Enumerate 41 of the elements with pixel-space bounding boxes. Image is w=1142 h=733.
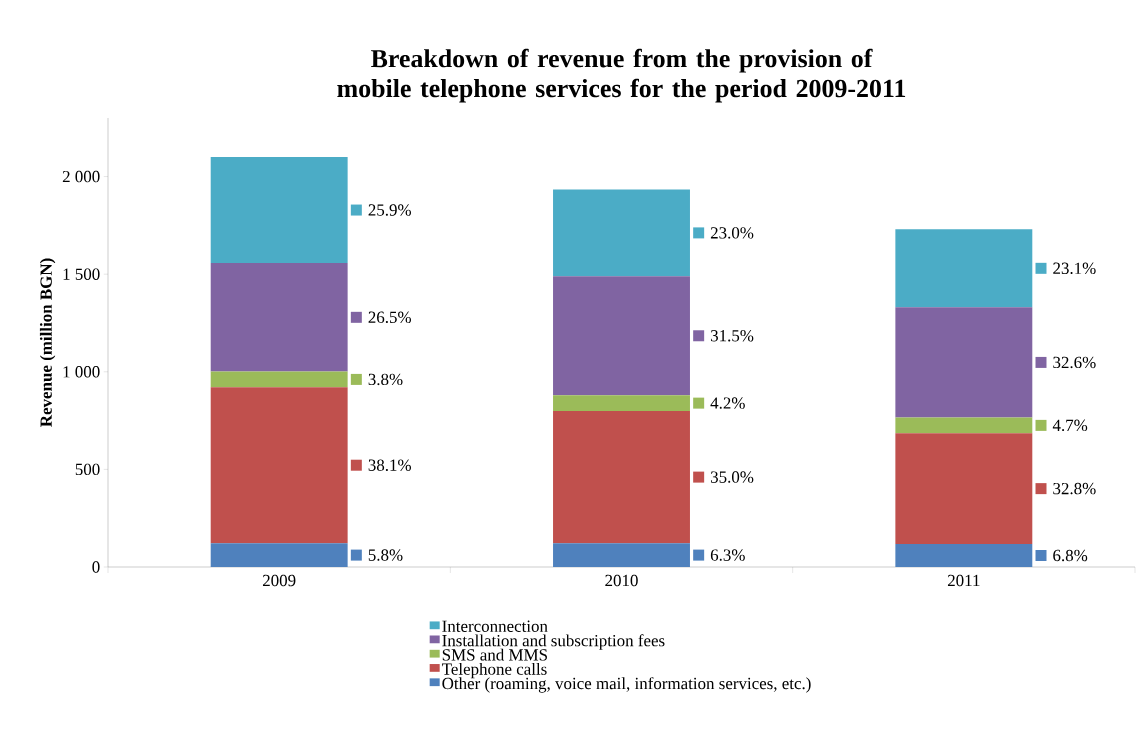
annotation: 6.3%: [710, 549, 745, 561]
bar: [553, 543, 690, 567]
x-tick-label: 2010: [605, 574, 638, 587]
y-tick-label: 1 500: [63, 268, 100, 280]
annotation: 38.1%: [368, 459, 411, 471]
bar: [895, 433, 1033, 544]
annotation: 32.8%: [1053, 482, 1096, 495]
x-tick-label: 2011: [947, 574, 980, 587]
bar: [210, 263, 348, 372]
annotation: 4.7%: [1052, 419, 1088, 432]
bar: [553, 189, 690, 277]
bar: [895, 229, 1033, 308]
annotation: 3.8%: [368, 373, 403, 386]
bar: [895, 307, 1033, 418]
y-tick-label: 500: [75, 463, 100, 476]
bar: [210, 387, 348, 544]
annotation: 31.5%: [710, 330, 754, 342]
annotation: 23.0%: [710, 227, 754, 239]
bar: [553, 411, 690, 544]
legend-label: SMS and MMS: [442, 648, 547, 661]
y-tick-label: 2 000: [62, 170, 100, 183]
annotation: 25.9%: [368, 204, 411, 216]
bar: [553, 276, 690, 396]
annotation: 23.1%: [1053, 262, 1096, 275]
x-tick-label: 2009: [262, 574, 296, 587]
annotation: 5.8%: [368, 549, 403, 561]
legend-label: Interconnection: [442, 620, 548, 632]
annotation: 35.0%: [710, 471, 754, 483]
bar: [895, 543, 1033, 567]
y-tick-label: 1 000: [63, 366, 100, 378]
legend-label: Telephone calls: [441, 662, 547, 679]
annotation: 32.6%: [1053, 356, 1096, 369]
bar: [553, 395, 690, 412]
y-axis-title: Revenue (million BGN): [39, 258, 56, 427]
chart-title: Breakdown of revenue from the provision of mobile telephone services for the period 2009-2011: [337, 48, 906, 103]
legend-label: Other (roaming, voice mail, information services, etc.): [442, 677, 811, 693]
annotation: 26.5%: [368, 311, 411, 324]
bar: [210, 157, 348, 264]
y-tick-label: 0: [92, 561, 100, 573]
annotation: 4.2%: [710, 397, 745, 409]
annotation: 6.8%: [1053, 549, 1088, 562]
